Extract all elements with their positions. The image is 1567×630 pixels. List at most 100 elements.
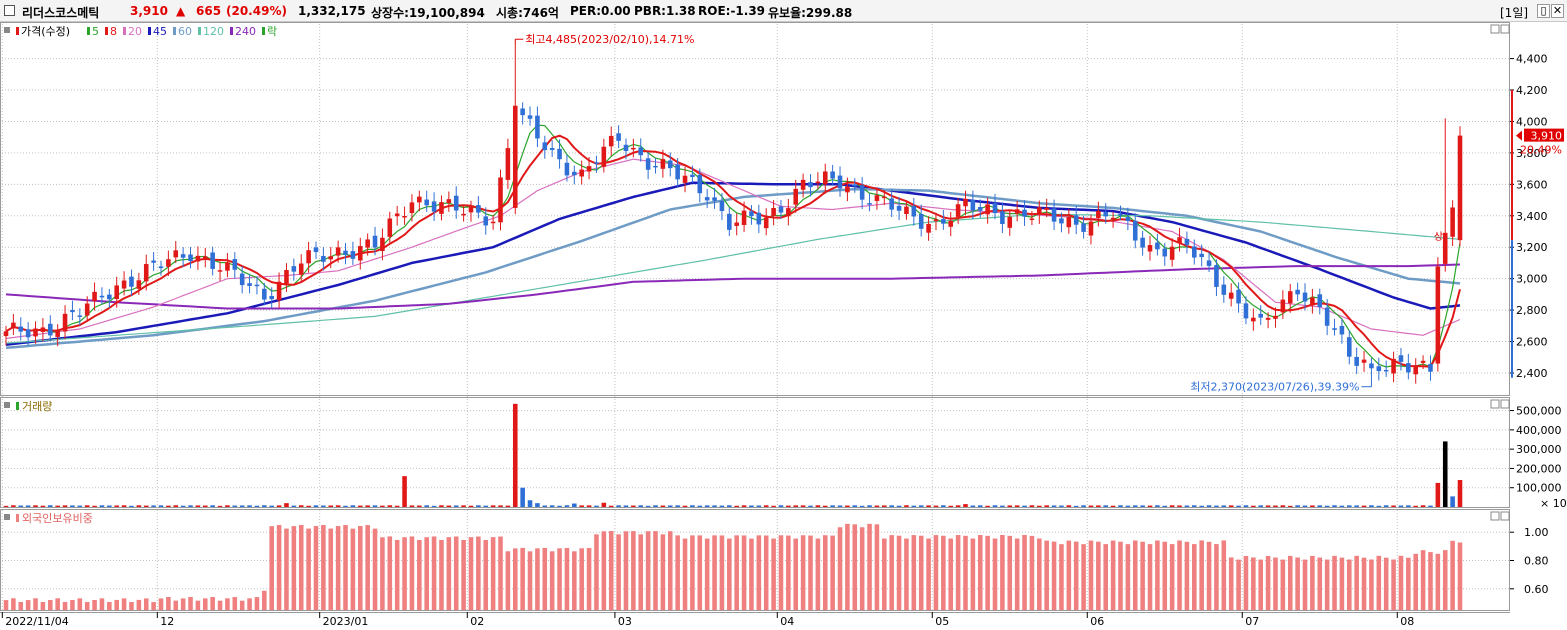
candle: [1324, 299, 1330, 336]
foreign-ratio-bar: [417, 539, 422, 610]
candle: [1302, 283, 1308, 311]
volume-bar: [1243, 505, 1249, 507]
volume-bar: [55, 505, 60, 507]
volume-bar: [254, 505, 260, 507]
pane-close-icon: [1500, 24, 1510, 34]
foreign-ratio-bar: [1103, 544, 1109, 610]
foreign-ratio-bar: [483, 539, 489, 610]
volume-bar: [114, 505, 119, 507]
candle: [417, 190, 422, 212]
foreign-ratio-bar: [535, 548, 540, 610]
volume-bar: [1406, 505, 1411, 507]
volume-bar: [239, 505, 245, 507]
candle-body: [461, 213, 466, 216]
candle-body: [254, 284, 260, 287]
volume-bar: [749, 505, 754, 507]
candle: [852, 178, 858, 193]
candle: [549, 140, 555, 157]
pane-frame: [0, 397, 1510, 508]
candle-body: [1361, 359, 1367, 363]
volume-bar: [1361, 505, 1367, 507]
foreign-ratio-bar: [719, 535, 725, 610]
pane-close-icon: [1500, 511, 1510, 521]
checkbox[interactable]: [4, 5, 15, 16]
candle-body: [1420, 360, 1426, 363]
volume-bar: [483, 505, 489, 507]
candle-body: [918, 213, 924, 229]
volume-bar: [948, 505, 954, 507]
x-axis-label: 08: [1400, 615, 1414, 628]
candle-body: [608, 135, 614, 147]
foreign-ratio-bar: [904, 538, 909, 610]
candle: [1450, 200, 1455, 246]
close-icon[interactable]: ✕: [1551, 4, 1564, 18]
candle: [77, 308, 83, 326]
volume-bar: [520, 487, 525, 507]
volume-bar: [1376, 505, 1382, 507]
foreign-ratio-bar: [527, 551, 533, 610]
candle-body: [417, 196, 422, 203]
change-arrow: ▲: [176, 4, 186, 18]
foreign-ratio-bar: [1037, 538, 1042, 610]
volume-bar: [33, 505, 38, 507]
foreign-ratio-bar: [446, 537, 452, 610]
volume-bar: [793, 505, 799, 507]
candle: [25, 322, 31, 346]
foreign-ratio-bar: [313, 526, 319, 610]
foreign-ratio-bar: [830, 535, 835, 610]
foreign-ratio-bar: [84, 601, 90, 610]
candle: [47, 315, 53, 342]
candle-body: [1310, 297, 1315, 306]
candle: [1428, 355, 1433, 381]
volume-bar: [453, 505, 459, 507]
candle: [727, 207, 732, 236]
foreign-ratio-bar: [1324, 559, 1330, 610]
candle: [225, 253, 230, 278]
candle-body: [1140, 237, 1145, 248]
candle: [1354, 347, 1359, 374]
foreign-ratio-bar: [380, 537, 385, 610]
candle: [431, 192, 437, 222]
candle-body: [1206, 260, 1212, 266]
split-icon[interactable]: ▯: [1537, 4, 1550, 18]
foreign-ratio-bar: [564, 547, 570, 610]
candle: [1347, 330, 1352, 365]
candle: [490, 215, 496, 230]
volume-bar: [1258, 505, 1264, 507]
legend-label: 8: [110, 25, 117, 38]
volume-bar: [129, 505, 134, 507]
volume-bar: [763, 505, 769, 507]
foreign-ratio-bar: [727, 538, 732, 610]
foreign-ratio-bar: [1007, 535, 1013, 610]
volume-bar: [350, 505, 356, 507]
volume-bar: [845, 505, 850, 507]
candle-body: [239, 273, 245, 286]
foreign-ratio-bar: [1317, 557, 1323, 610]
volume-bar: [1339, 505, 1345, 507]
foreign-ratio-bar: [1398, 555, 1404, 610]
low-price-annotation: 최저2,370(2023/07/26),39.39%: [1190, 381, 1359, 394]
candle-body: [1347, 337, 1352, 357]
candle: [505, 138, 511, 189]
volume-bar: [387, 505, 393, 507]
volume-bar: [372, 505, 378, 507]
volume-bar: [1073, 505, 1079, 507]
foreign-ratio-bar: [1088, 540, 1094, 610]
candle-body: [276, 281, 282, 301]
candle-body: [867, 203, 872, 205]
foreign-ratio-bar: [180, 598, 186, 610]
volume-bar: [1029, 505, 1035, 507]
candle-body: [852, 184, 858, 187]
period-button[interactable]: [1일]: [1500, 6, 1529, 20]
candle-body: [1177, 237, 1182, 243]
candle: [645, 151, 651, 180]
foreign-ratio-bar: [143, 598, 149, 610]
listed-shares: 상장수:19,100,894: [371, 6, 485, 20]
candle-body: [490, 221, 496, 224]
candle: [1169, 238, 1175, 267]
foreign-ratio-bar: [955, 535, 961, 610]
volume-bar: [675, 505, 680, 507]
candle: [1007, 210, 1013, 236]
candle: [92, 282, 97, 311]
foreign-ratio-bar: [749, 538, 754, 610]
